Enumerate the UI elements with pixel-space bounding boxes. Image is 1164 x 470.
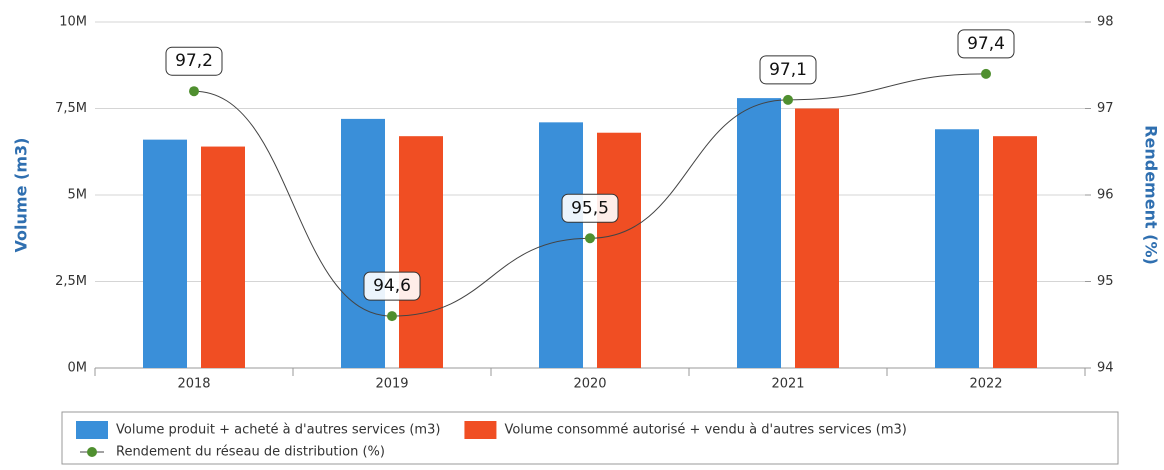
x-tick-label: 2018 — [177, 377, 210, 392]
bar — [341, 118, 385, 368]
x-tick-label: 2022 — [969, 377, 1002, 392]
legend-swatch — [87, 447, 97, 457]
bar — [993, 136, 1037, 368]
line-marker — [981, 68, 991, 79]
bar — [737, 98, 781, 369]
data-label: 97,4 — [967, 34, 1005, 54]
y-tick-label: 2,5M — [55, 274, 87, 289]
data-label: 97,2 — [175, 51, 213, 71]
legend-label: Rendement du réseau de distribution (%) — [116, 445, 385, 460]
bar — [935, 129, 979, 368]
line-marker — [585, 233, 595, 244]
legend-label: Volume consommé autorisé + vendu à d'aut… — [504, 423, 906, 438]
bar — [201, 146, 245, 368]
line-marker — [189, 86, 199, 97]
bar — [399, 136, 443, 368]
line-marker — [387, 311, 397, 322]
y-tick-label: 7,5M — [55, 101, 87, 116]
bar — [795, 108, 839, 368]
y2-tick-label: 97 — [1097, 101, 1114, 116]
line — [193, 73, 987, 317]
bar — [597, 132, 641, 368]
x-tick-label: 2020 — [573, 377, 606, 392]
data-label-box — [363, 271, 421, 301]
legend-box — [61, 411, 1119, 465]
data-label: 94,6 — [373, 276, 411, 296]
legend-swatch — [464, 421, 497, 439]
x-tick-label: 2021 — [771, 377, 804, 392]
data-label-box — [957, 29, 1015, 59]
y2-tick-label: 95 — [1097, 274, 1114, 289]
line-marker — [783, 94, 793, 105]
bar — [143, 139, 187, 368]
legend-swatch — [76, 421, 108, 439]
bar — [539, 122, 583, 368]
y2-axis-title: Rendement (%) — [1142, 125, 1161, 265]
y-tick-label: 0M — [68, 361, 88, 376]
y2-tick-label: 94 — [1097, 361, 1114, 376]
data-label-box — [759, 55, 817, 85]
data-label: 97,1 — [769, 60, 807, 80]
data-label: 95,5 — [571, 198, 609, 218]
y2-tick-label: 96 — [1097, 188, 1114, 203]
data-label-box — [561, 193, 619, 223]
y-tick-label: 5M — [68, 188, 88, 203]
x-tick-label: 2019 — [375, 377, 408, 392]
y2-tick-label: 98 — [1097, 15, 1114, 30]
y-tick-label: 10M — [59, 15, 87, 30]
data-label-box — [165, 46, 223, 76]
legend-label: Volume produit + acheté à d'autres servi… — [116, 423, 440, 438]
y-axis-title: Volume (m3) — [12, 138, 31, 253]
